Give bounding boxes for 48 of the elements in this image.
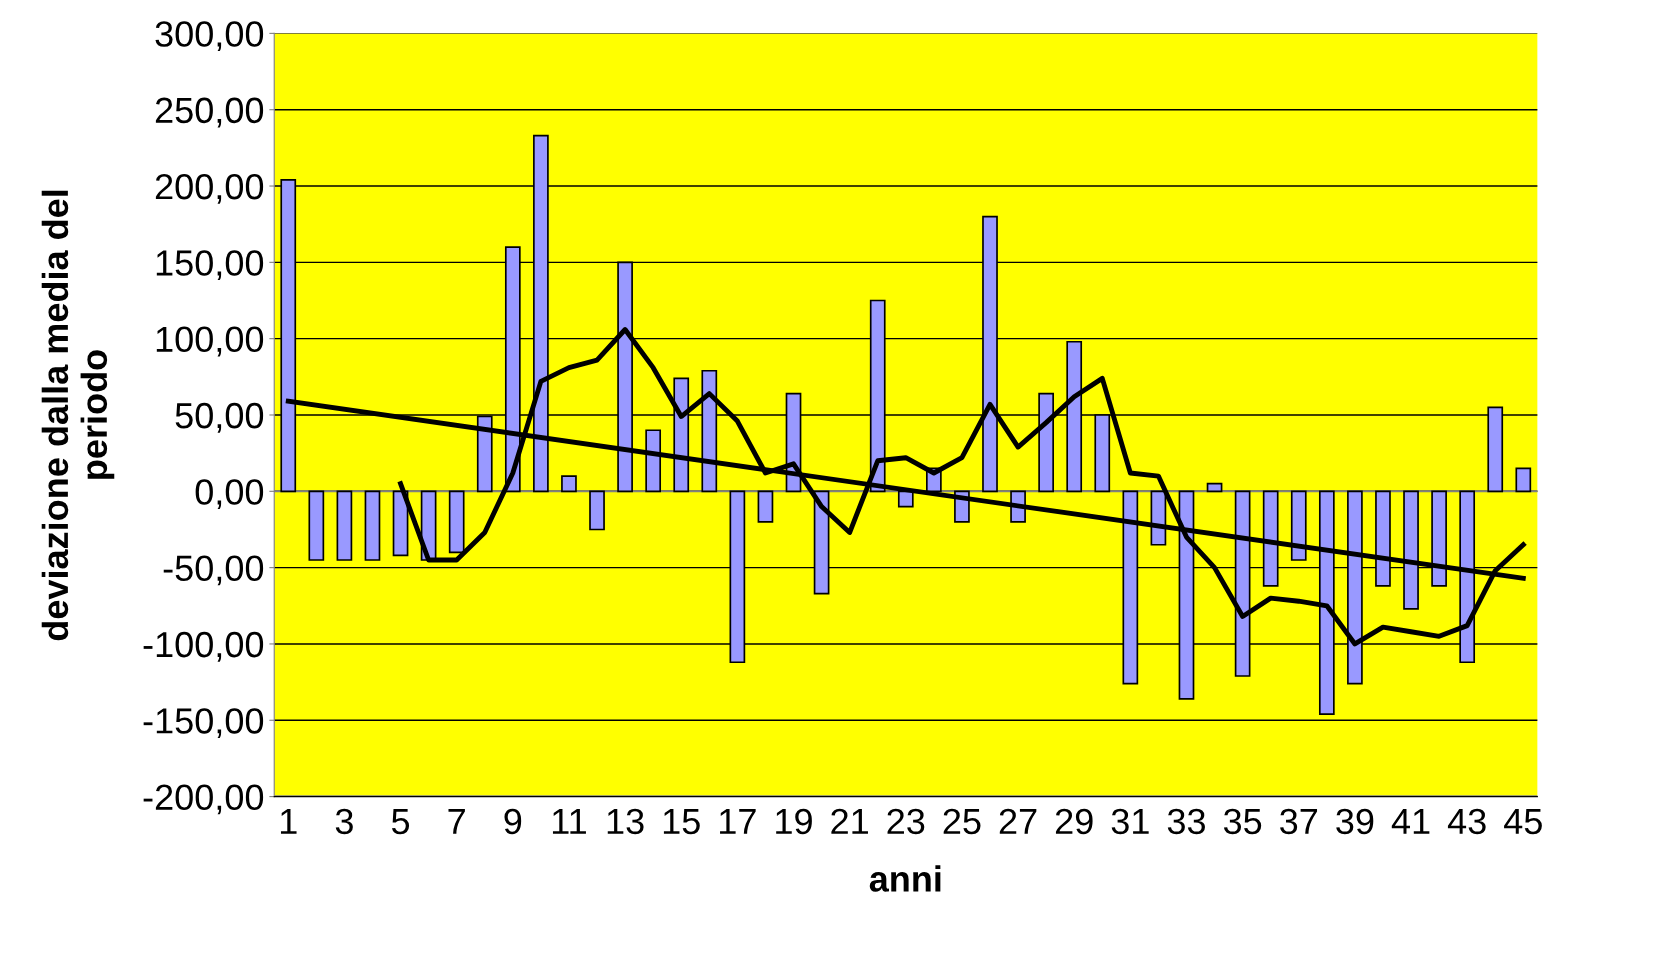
x-tick-label: 19 — [776, 808, 812, 835]
x-tick-label: 41 — [1391, 809, 1430, 834]
x-tick-label: 13 — [607, 808, 644, 835]
x-tick-label: 9 — [504, 808, 522, 835]
x-tick-label: 45 — [1504, 809, 1542, 835]
x-tick-label: 23 — [887, 808, 925, 835]
y-axis-title: deviazione dalla media del periodo — [41, 190, 115, 641]
y-tick-label: 0,00 — [195, 479, 264, 510]
y-tick-label: -100,00 — [143, 631, 264, 662]
bar — [1206, 482, 1223, 493]
bar — [1515, 467, 1532, 493]
y-tick-label: 300,00 — [155, 21, 264, 52]
x-tick-label: 29 — [1055, 808, 1093, 835]
y-tick-label: -50,00 — [163, 555, 264, 586]
y-tick-label: 50,00 — [175, 402, 264, 433]
bar — [757, 490, 774, 523]
bar — [561, 475, 577, 493]
bar — [336, 490, 353, 561]
x-tick-label: 33 — [1167, 808, 1205, 835]
x-tick-label: 43 — [1447, 808, 1486, 835]
x-tick-label: 39 — [1336, 808, 1374, 835]
y-tick-label: -150,00 — [143, 708, 264, 738]
x-axis-title: anni — [869, 865, 941, 892]
x-tick-label: 5 — [391, 809, 410, 835]
x-tick-label: 1 — [280, 809, 297, 834]
y-tick-label: 250,00 — [155, 97, 264, 128]
bar — [897, 490, 914, 508]
x-tick-label: 31 — [1111, 808, 1149, 835]
x-tick-label: 3 — [335, 808, 353, 835]
bar — [364, 490, 381, 561]
bar — [308, 490, 325, 561]
bar — [448, 490, 465, 554]
x-tick-label: 27 — [999, 808, 1037, 834]
bar — [589, 490, 605, 531]
x-tick-label: 37 — [1280, 808, 1318, 835]
y-tick-label: -200,00 — [143, 784, 264, 815]
bar — [1290, 490, 1307, 561]
y-tick-label: 150,00 — [156, 250, 264, 281]
x-tick-label: 17 — [720, 809, 756, 834]
y-tick-label: 100,00 — [156, 326, 264, 357]
x-tick-label: 7 — [448, 809, 465, 834]
x-tick-label: 15 — [663, 809, 700, 835]
x-tick-label: 35 — [1223, 808, 1262, 835]
y-tick-label: 200,00 — [155, 173, 264, 204]
x-tick-label: 21 — [831, 808, 868, 834]
bar — [645, 429, 662, 493]
x-tick-label: 25 — [943, 808, 981, 835]
x-tick-label: 11 — [552, 809, 586, 834]
